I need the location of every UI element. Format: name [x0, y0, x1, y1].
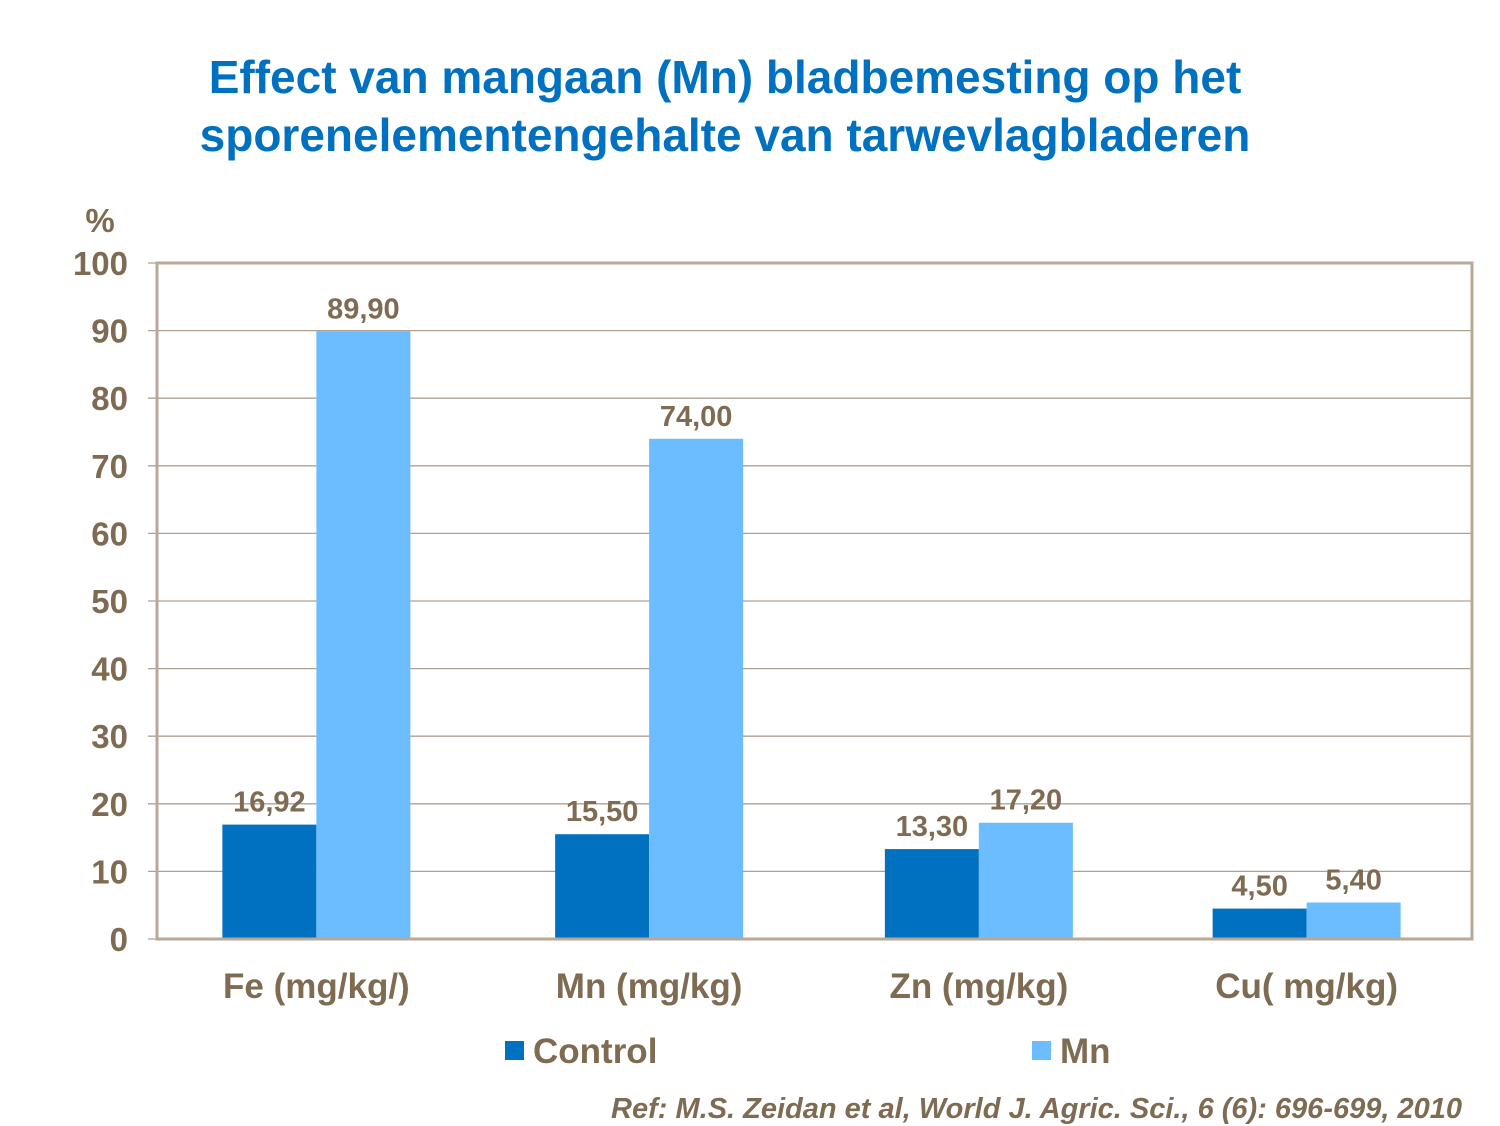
y-tick-label: 90: [91, 313, 128, 350]
x-tick-label: Fe (mg/kg/): [223, 967, 410, 1006]
y-tick-label: 70: [91, 448, 128, 485]
legend-label: Control: [533, 1032, 657, 1071]
reference-note: Ref: M.S. Zeidan et al, World J. Agric. …: [611, 1093, 1462, 1125]
legend-swatch: [1032, 1041, 1051, 1060]
y-tick-label: 100: [73, 245, 128, 282]
y-axis-label: %: [85, 202, 114, 239]
bar-control: [555, 834, 650, 939]
x-tick-label: Zn (mg/kg): [889, 967, 1068, 1006]
plot-frame: [155, 261, 1474, 941]
bar-mn: [1306, 902, 1401, 939]
data-label: 16,92: [233, 787, 306, 819]
legend-label: Mn: [1060, 1032, 1111, 1071]
legend-swatch: [505, 1041, 524, 1060]
data-label: 89,90: [327, 293, 400, 325]
data-label: 15,50: [566, 796, 639, 828]
bar-mn: [649, 438, 744, 939]
bar-mn: [978, 822, 1073, 939]
y-tick-label: 10: [91, 853, 128, 890]
y-tick-label: 50: [91, 583, 128, 620]
bar-control: [222, 824, 317, 939]
data-label: 17,20: [990, 785, 1063, 817]
bar-control: [1212, 908, 1307, 939]
bar-mn: [316, 331, 411, 939]
y-tick-label: 20: [91, 786, 128, 823]
y-tick-label: 30: [91, 718, 128, 755]
data-label: 13,30: [896, 811, 969, 843]
data-label: 4,50: [1231, 871, 1287, 903]
x-tick-label: Mn (mg/kg): [556, 967, 743, 1006]
y-tick-label: 60: [91, 515, 128, 552]
chart-title-line-1: Effect van mangaan (Mn) bladbemesting op…: [208, 51, 1242, 103]
y-tick-label: 40: [91, 651, 128, 688]
data-label: 74,00: [660, 401, 733, 433]
chart-title: Effect van mangaan (Mn) bladbemesting op…: [0, 48, 1450, 164]
bar-control: [884, 849, 979, 939]
y-tick-label: 80: [91, 380, 128, 417]
chart-title-line-2: sporenelementengehalte van tarwevlagblad…: [199, 109, 1251, 161]
data-label: 5,40: [1325, 864, 1381, 896]
x-tick-label: Cu( mg/kg): [1215, 967, 1398, 1006]
y-tick-label: 0: [110, 921, 128, 958]
